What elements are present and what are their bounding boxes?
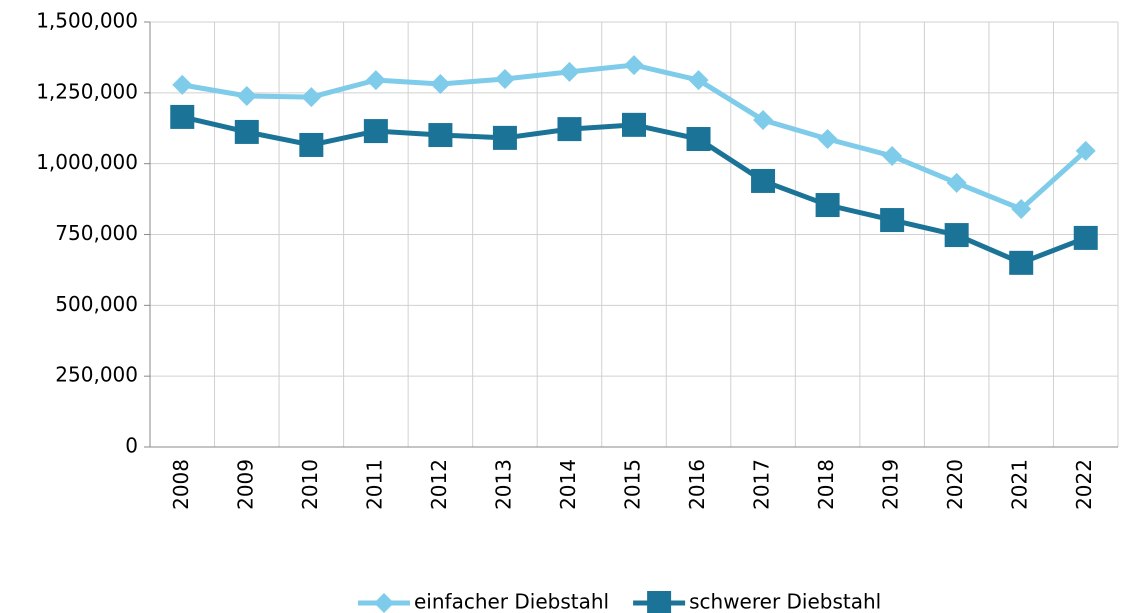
legend-marker — [647, 591, 672, 613]
marker — [559, 61, 580, 82]
marker — [236, 85, 257, 106]
marker — [557, 117, 582, 142]
marker — [817, 129, 838, 150]
marker — [686, 127, 711, 152]
marker — [299, 132, 324, 157]
marker — [880, 208, 905, 233]
x-tick-label: 2009 — [233, 459, 257, 510]
x-tick-label: 2014 — [556, 459, 580, 510]
marker — [1075, 140, 1096, 161]
y-tick-label: 1,500,000 — [36, 9, 138, 33]
marker — [1009, 250, 1034, 275]
y-tick-label: 0 — [125, 434, 138, 458]
x-tick-label: 2021 — [1008, 459, 1032, 510]
marker — [624, 55, 644, 76]
x-tick-label: 2011 — [362, 459, 386, 510]
y-tick-label: 500,000 — [55, 292, 138, 316]
x-tick-label: 2016 — [685, 459, 709, 510]
legend-label: einfacher Diebstahl — [414, 590, 609, 613]
x-tick-label: 2012 — [427, 459, 451, 510]
marker — [1073, 225, 1098, 250]
y-tick-label: 250,000 — [55, 363, 138, 387]
marker — [234, 119, 259, 144]
legend-marker — [374, 593, 394, 613]
marker — [944, 223, 969, 248]
marker — [494, 68, 515, 89]
y-tick-label: 1,250,000 — [36, 79, 138, 103]
x-tick-label: 2008 — [169, 459, 193, 510]
x-tick-label: 2013 — [491, 459, 515, 510]
marker — [751, 168, 776, 193]
marker — [1011, 199, 1032, 219]
legend-label: schwerer Diebstahl — [689, 590, 881, 613]
marker — [430, 74, 451, 95]
marker — [428, 123, 453, 148]
marker — [365, 70, 386, 91]
x-tick-label: 2017 — [750, 459, 774, 510]
marker — [882, 146, 903, 167]
marker — [170, 104, 195, 129]
marker — [946, 172, 967, 193]
x-tick-label: 2019 — [879, 459, 903, 510]
x-tick-label: 2020 — [943, 459, 967, 510]
marker — [172, 74, 193, 95]
marker — [815, 193, 840, 218]
marker — [753, 110, 774, 131]
x-tick-label: 2015 — [621, 459, 645, 510]
marker — [301, 87, 322, 108]
y-tick-label: 750,000 — [55, 221, 138, 245]
marker — [492, 125, 517, 150]
x-tick-label: 2022 — [1072, 459, 1096, 510]
marker — [688, 70, 709, 91]
x-tick-label: 2018 — [814, 459, 838, 510]
marker — [622, 112, 646, 137]
y-tick-label: 1,000,000 — [36, 150, 138, 174]
x-tick-label: 2010 — [298, 459, 322, 510]
marker — [363, 119, 388, 144]
